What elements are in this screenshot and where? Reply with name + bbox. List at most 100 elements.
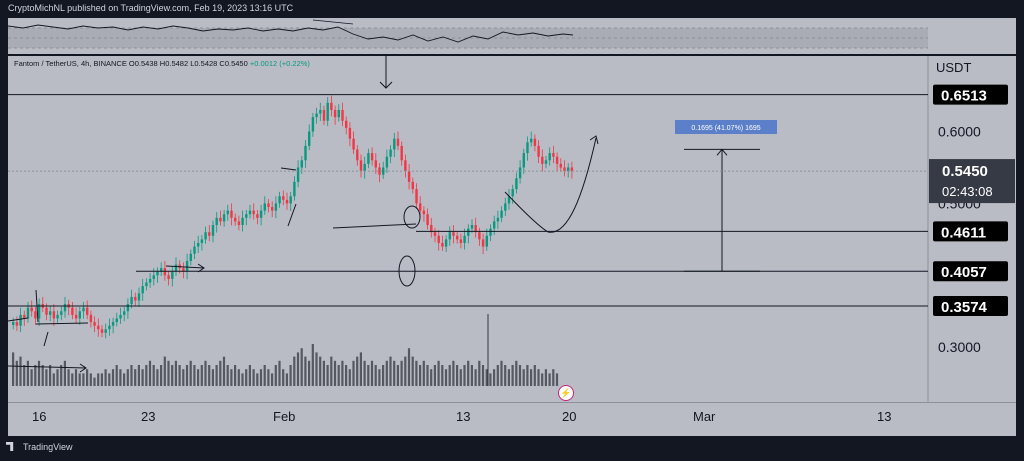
candle [226,204,229,221]
price-change: +0.0012 (+0.22%) [249,59,310,68]
volume-bar [437,360,440,386]
candle [256,209,259,225]
candle [441,235,444,251]
level-price-tag [933,221,1008,242]
volume-bar [12,352,15,386]
annotations [8,56,599,373]
candle [108,318,111,336]
volume-bar [496,365,499,386]
pane-divider[interactable] [8,54,1016,56]
candle [137,287,141,307]
price-axis[interactable]: 0.65130.46110.40570.35740.60000.50000.30… [929,84,1015,356]
publish-header: CryptoMichNL published on TradingView.co… [8,3,294,13]
volume-bar [193,365,196,386]
candle [419,196,422,218]
volume-bar [511,365,514,386]
volume-bar [530,369,533,386]
price-tick-label: 0.3000 [938,339,981,355]
lightning-icon[interactable]: ⚡ [558,385,574,401]
volume-bar [230,369,233,386]
volume-bar [400,360,403,386]
volume-bar [330,356,333,386]
candle-countdown: 02:43:08 [942,184,993,199]
volume-bar [389,356,392,386]
measure-label-box [675,120,777,134]
candle [30,300,33,317]
time-tick-20: 20 [562,409,577,424]
last-price-value: 0.5450 [942,163,988,180]
volume-bar [222,356,226,386]
volume-bar [197,369,200,386]
volume-bar [208,365,211,386]
candle [74,307,78,324]
time-axis[interactable] [8,402,1016,437]
volume-bar [430,369,433,386]
volume-bar [474,369,477,386]
volume-bar [148,360,152,386]
volume-bar [393,360,396,386]
candle [237,215,241,231]
candle [208,225,211,242]
candle [304,140,307,168]
candle [86,300,89,320]
volume-bar [30,369,33,386]
candle [504,197,507,217]
volume-bar [219,360,222,386]
volume-bar [285,373,288,386]
volume-bar [152,365,155,386]
candle [78,306,81,325]
oscillator-pane [8,19,928,49]
candle [396,131,400,151]
candle [359,154,363,178]
volume-bar [370,360,374,386]
level-price-tag [933,295,1008,316]
volume-bar [45,369,48,386]
candle [352,131,355,154]
volume-bar [182,369,185,386]
candle [315,107,318,124]
candle [430,217,433,238]
oscillator-line [8,24,574,43]
price-pane[interactable]: 0.1695 (41.07%) 1695 0.6513 0.4611 0.4057 0… [8,56,1016,402]
candle [219,210,222,226]
volume-bar [167,360,170,386]
volume-bar [156,369,159,386]
level-price-label: 0.6513 [941,88,987,105]
candle [34,306,37,325]
volume-bar [259,369,263,386]
volume-bar [248,365,251,386]
candle [382,161,385,179]
candle [145,278,148,291]
last-price-tag [929,159,1015,204]
candle [400,141,403,166]
volume-bar [86,369,89,386]
candle [197,235,200,254]
volume-bar [452,360,455,386]
candle [126,298,130,319]
candle [71,301,74,320]
volume-bar [174,360,177,386]
volume-bar [296,352,300,386]
volume-bar [237,369,240,386]
volume-bar [411,356,414,386]
volume-bar [256,373,259,386]
candle [63,296,67,318]
volume-bar [448,365,451,386]
volume-bar [278,360,281,386]
candle [474,217,477,238]
volume-bar [171,365,174,386]
measure-label-text: 0.1695 (41.07%) 1695 [691,125,760,132]
candle [60,305,63,321]
candle [552,145,555,164]
candle [407,163,411,190]
volume-bar [145,365,148,386]
candle [537,140,540,164]
candle [67,299,70,316]
volume-bar [26,360,29,386]
candle [189,249,192,266]
volume-bar [178,365,181,386]
candle [271,201,274,218]
candle [134,292,137,306]
candle [378,163,381,183]
volume-bar [522,369,525,386]
